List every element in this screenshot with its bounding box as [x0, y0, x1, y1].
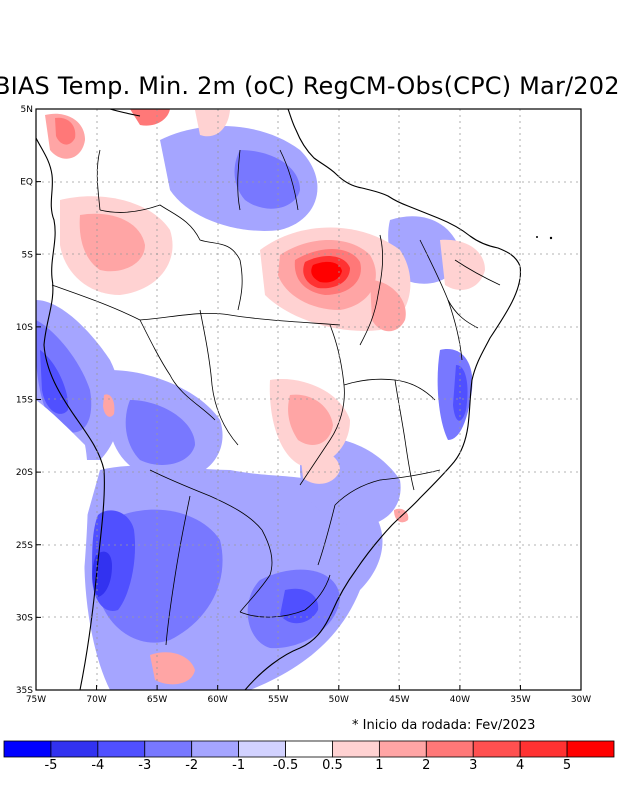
- colorbar-swatch: [519, 740, 568, 758]
- bias-ms-red: [300, 448, 340, 484]
- colorbar-swatch: [50, 740, 99, 758]
- lat-axis: 5N EQ 5S 10S 15S 20S 25S 30S 35S: [16, 105, 41, 696]
- lat-tick-label: 5N: [21, 105, 33, 115]
- colorbar-swatch: [3, 740, 52, 758]
- gridlines: [36, 109, 581, 690]
- lon-tick-label: 75W: [26, 695, 46, 705]
- colorbar-swatch: [332, 740, 380, 758]
- bias-south-red: [150, 652, 195, 685]
- lat-tick-label: EQ: [20, 178, 33, 188]
- colorbar-swatch: [425, 740, 474, 758]
- colorbar-label: 5: [562, 758, 572, 773]
- lon-tick-label: 55W: [268, 695, 288, 705]
- lon-tick-label: 35W: [510, 695, 530, 705]
- colorbar-label: 0.5: [322, 758, 343, 773]
- colorbar-swatch: [238, 740, 286, 758]
- lat-tick-label: 15S: [16, 396, 33, 406]
- bias-goias-red-mid: [288, 394, 333, 445]
- bias-northwest-red-mid: [55, 117, 76, 145]
- bias-shading: [36, 109, 485, 690]
- lat-tick-label: 20S: [16, 468, 33, 478]
- bias-north-red: [130, 109, 170, 126]
- colorbar: [3, 740, 615, 758]
- colorbar-label: -3: [138, 758, 152, 773]
- bias-peru-red: [103, 394, 115, 417]
- colorbar-swatch: [378, 740, 427, 758]
- lon-tick-label: 70W: [86, 695, 106, 705]
- bias-guiana-blue: [234, 150, 300, 209]
- lon-tick-label: 50W: [329, 695, 349, 705]
- colorbar-swatch: [285, 740, 333, 758]
- lon-tick-label: 60W: [207, 695, 227, 705]
- colorbar-swatch: [191, 740, 240, 758]
- lat-tick-label: 25S: [16, 541, 33, 551]
- lon-tick-label: 45W: [389, 695, 409, 705]
- lon-tick-label: 30W: [571, 695, 591, 705]
- colorbar-label: 4: [516, 758, 525, 773]
- colorbar-label: -0.5: [272, 758, 299, 773]
- ocean-pacific: [36, 400, 89, 690]
- bias-north-red-mid: [195, 110, 230, 137]
- map-title: BIAS Temp. Min. 2m (oC) RegCM-Obs(CPC) M…: [0, 72, 618, 100]
- run-note: * Inicio da rodada: Fev/2023: [352, 718, 536, 733]
- colorbar-swatch: [566, 740, 615, 758]
- colorbar-label: 3: [469, 758, 478, 773]
- colorbar-swatch: [97, 740, 146, 758]
- colorbar-label: -2: [185, 758, 199, 773]
- bias-pa-red-center: [311, 261, 342, 283]
- bias-ma-red: [370, 280, 406, 332]
- lat-tick-label: 30S: [16, 613, 33, 623]
- atlantic-coast: [244, 109, 522, 690]
- colorbar-label: 1: [375, 758, 384, 773]
- lat-tick-label: 5S: [22, 250, 34, 260]
- colorbar-label: 2: [422, 758, 431, 773]
- lon-tick-label: 40W: [450, 695, 470, 705]
- lon-axis: 75W 70W 65W 60W 55W 50W 45W 40W 35W 30W: [26, 685, 591, 705]
- colorbar-swatch: [472, 740, 521, 758]
- south-america-coast: [36, 137, 105, 690]
- colorbar-label: -4: [91, 758, 105, 773]
- islands: [536, 236, 553, 240]
- colorbar-label: -5: [44, 758, 58, 773]
- bias-bolivia-mid: [125, 400, 195, 465]
- lat-tick-label: 35S: [16, 686, 33, 696]
- colorbar-swatch: [144, 740, 193, 758]
- bias-amazon-red-mid: [79, 213, 145, 272]
- lat-tick-label: 10S: [16, 323, 33, 333]
- colorbar-label: -1: [232, 758, 246, 773]
- lon-tick-label: 65W: [147, 695, 167, 705]
